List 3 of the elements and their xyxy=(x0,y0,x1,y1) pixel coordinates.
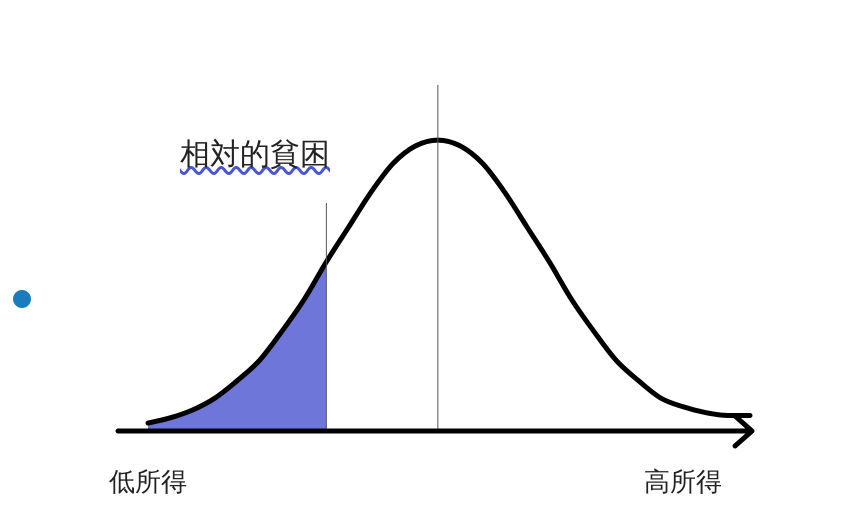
annotation: 相対的貧困 xyxy=(180,136,330,174)
x-tick-label: 低所得 xyxy=(109,467,187,498)
x-tick-label: 高所得 xyxy=(644,467,722,498)
